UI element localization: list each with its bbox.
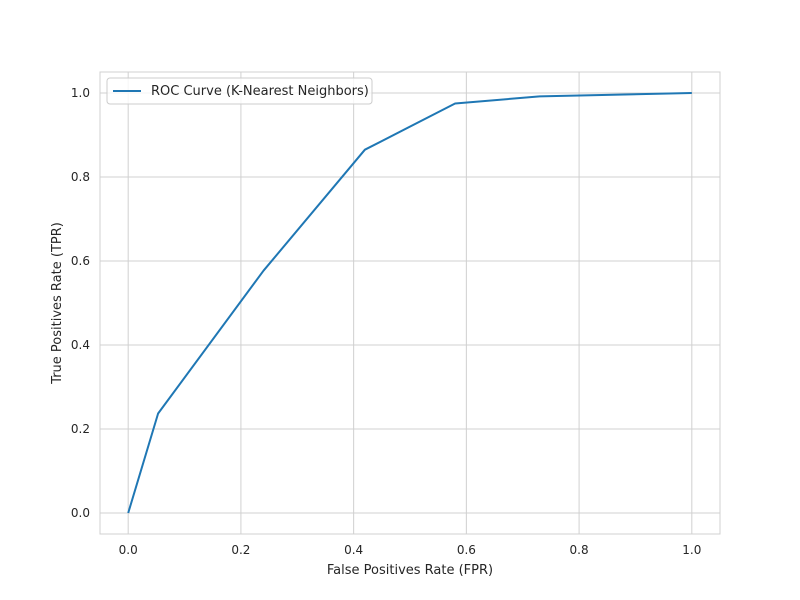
x-tick-label: 1.0 xyxy=(682,543,701,557)
x-tick-label: 0.2 xyxy=(231,543,250,557)
legend: ROC Curve (K-Nearest Neighbors) xyxy=(106,77,373,105)
series-layer xyxy=(127,92,692,514)
x-tick-label: 0.0 xyxy=(119,543,138,557)
x-tick-label: 0.6 xyxy=(457,543,476,557)
y-axis-label: True Positives Rate (TPR) xyxy=(50,222,65,385)
grid xyxy=(100,72,720,534)
y-tick-label: 1.0 xyxy=(71,86,90,100)
plot-area-frame xyxy=(99,71,721,535)
y-axis-ticks: 0.0 0.2 0.4 0.6 0.8 1.0 xyxy=(71,86,90,520)
legend-label: ROC Curve (K-Nearest Neighbors) xyxy=(151,84,369,99)
x-tick-label: 0.8 xyxy=(570,543,589,557)
x-axis-ticks: 0.0 0.2 0.4 0.6 0.8 1.0 xyxy=(119,543,702,557)
roc-curve-line xyxy=(127,92,692,514)
legend-box xyxy=(106,77,373,105)
x-tick-label: 0.4 xyxy=(344,543,363,557)
y-tick-label: 0.8 xyxy=(71,170,90,184)
y-tick-label: 0.2 xyxy=(71,422,90,436)
y-tick-label: 0.0 xyxy=(71,506,90,520)
x-axis-label: False Positives Rate (FPR) xyxy=(327,563,493,578)
y-tick-label: 0.6 xyxy=(71,254,90,268)
y-tick-label: 0.4 xyxy=(71,338,90,352)
